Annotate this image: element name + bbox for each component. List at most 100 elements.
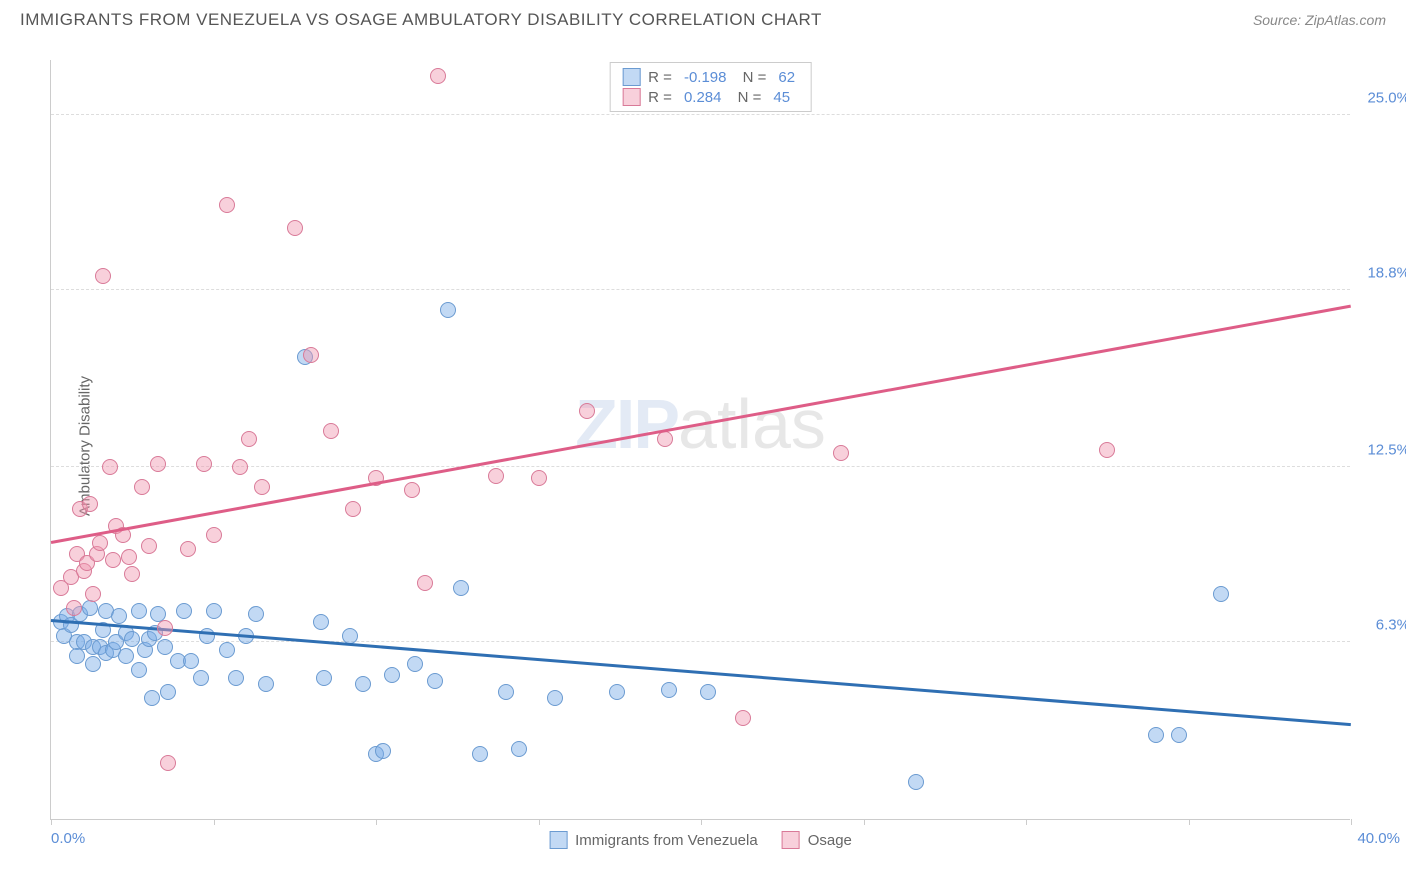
- data-point: [427, 673, 443, 689]
- n-label: N =: [733, 89, 761, 106]
- legend-label-0: Immigrants from Venezuela: [575, 832, 758, 849]
- stats-row-0: R = -0.198 N = 62: [622, 67, 799, 87]
- data-point: [313, 614, 329, 630]
- data-point: [498, 684, 514, 700]
- r-label: R =: [648, 89, 672, 106]
- data-point: [547, 690, 563, 706]
- x-tick: [51, 819, 52, 825]
- data-point: [430, 68, 446, 84]
- data-point: [254, 479, 270, 495]
- data-point: [1171, 727, 1187, 743]
- gridline-h: [51, 289, 1350, 290]
- legend-item-1: Osage: [782, 831, 852, 849]
- data-point: [118, 648, 134, 664]
- watermark-part1: ZIP: [575, 385, 678, 463]
- r-value-1: 0.284: [684, 89, 722, 106]
- data-point: [124, 566, 140, 582]
- data-point: [384, 667, 400, 683]
- data-point: [488, 468, 504, 484]
- data-point: [417, 575, 433, 591]
- data-point: [134, 479, 150, 495]
- data-point: [157, 620, 173, 636]
- data-point: [228, 670, 244, 686]
- data-point: [908, 774, 924, 790]
- data-point: [609, 684, 625, 700]
- data-point: [511, 741, 527, 757]
- data-point: [440, 302, 456, 318]
- x-tick: [864, 819, 865, 825]
- data-point: [111, 608, 127, 624]
- data-point: [131, 662, 147, 678]
- legend-label-1: Osage: [808, 832, 852, 849]
- data-point: [303, 347, 319, 363]
- data-point: [345, 501, 361, 517]
- data-point: [579, 403, 595, 419]
- data-point: [323, 423, 339, 439]
- x-tick: [1026, 819, 1027, 825]
- data-point: [85, 586, 101, 602]
- data-point: [141, 538, 157, 554]
- data-point: [316, 670, 332, 686]
- data-point: [82, 496, 98, 512]
- data-point: [193, 670, 209, 686]
- data-point: [232, 459, 248, 475]
- data-point: [248, 606, 264, 622]
- data-point: [176, 603, 192, 619]
- data-point: [206, 527, 222, 543]
- legend-item-0: Immigrants from Venezuela: [549, 831, 758, 849]
- data-point: [531, 470, 547, 486]
- stats-swatch-0: [622, 68, 640, 86]
- data-point: [375, 743, 391, 759]
- data-point: [1213, 586, 1229, 602]
- source-label: Source: ZipAtlas.com: [1253, 12, 1386, 28]
- data-point: [160, 684, 176, 700]
- data-point: [407, 656, 423, 672]
- chart-title: IMMIGRANTS FROM VENEZUELA VS OSAGE AMBUL…: [20, 10, 822, 30]
- data-point: [85, 656, 101, 672]
- x-tick: [214, 819, 215, 825]
- x-tick: [701, 819, 702, 825]
- legend-swatch-0: [549, 831, 567, 849]
- data-point: [160, 755, 176, 771]
- legend-swatch-1: [782, 831, 800, 849]
- data-point: [92, 535, 108, 551]
- data-point: [472, 746, 488, 762]
- scatter-chart: ZIPatlas R = -0.198 N = 62 R = 0.284 N =…: [50, 60, 1350, 820]
- data-point: [102, 459, 118, 475]
- r-label: R =: [648, 69, 672, 86]
- x-max-label: 40.0%: [1357, 830, 1400, 847]
- data-point: [735, 710, 751, 726]
- y-tick-label: 6.3%: [1376, 616, 1406, 633]
- y-tick-label: 18.8%: [1367, 264, 1406, 281]
- x-tick: [376, 819, 377, 825]
- n-label: N =: [738, 69, 766, 86]
- r-value-0: -0.198: [684, 69, 727, 86]
- data-point: [241, 431, 257, 447]
- data-point: [180, 541, 196, 557]
- stats-legend: R = -0.198 N = 62 R = 0.284 N = 45: [609, 62, 812, 112]
- data-point: [355, 676, 371, 692]
- data-point: [404, 482, 420, 498]
- data-point: [258, 676, 274, 692]
- y-tick-label: 25.0%: [1367, 90, 1406, 107]
- data-point: [69, 648, 85, 664]
- data-point: [206, 603, 222, 619]
- stats-row-1: R = 0.284 N = 45: [622, 87, 799, 107]
- data-point: [1148, 727, 1164, 743]
- data-point: [453, 580, 469, 596]
- y-tick-label: 12.5%: [1367, 442, 1406, 459]
- n-value-0: 62: [778, 69, 795, 86]
- data-point: [157, 639, 173, 655]
- data-point: [833, 445, 849, 461]
- data-point: [700, 684, 716, 700]
- data-point: [82, 600, 98, 616]
- n-value-1: 45: [773, 89, 790, 106]
- data-point: [183, 653, 199, 669]
- data-point: [121, 549, 137, 565]
- x-tick: [1351, 819, 1352, 825]
- gridline-h: [51, 114, 1350, 115]
- data-point: [95, 268, 111, 284]
- trend-line-0: [51, 619, 1351, 726]
- trend-line-1: [51, 304, 1351, 543]
- data-point: [287, 220, 303, 236]
